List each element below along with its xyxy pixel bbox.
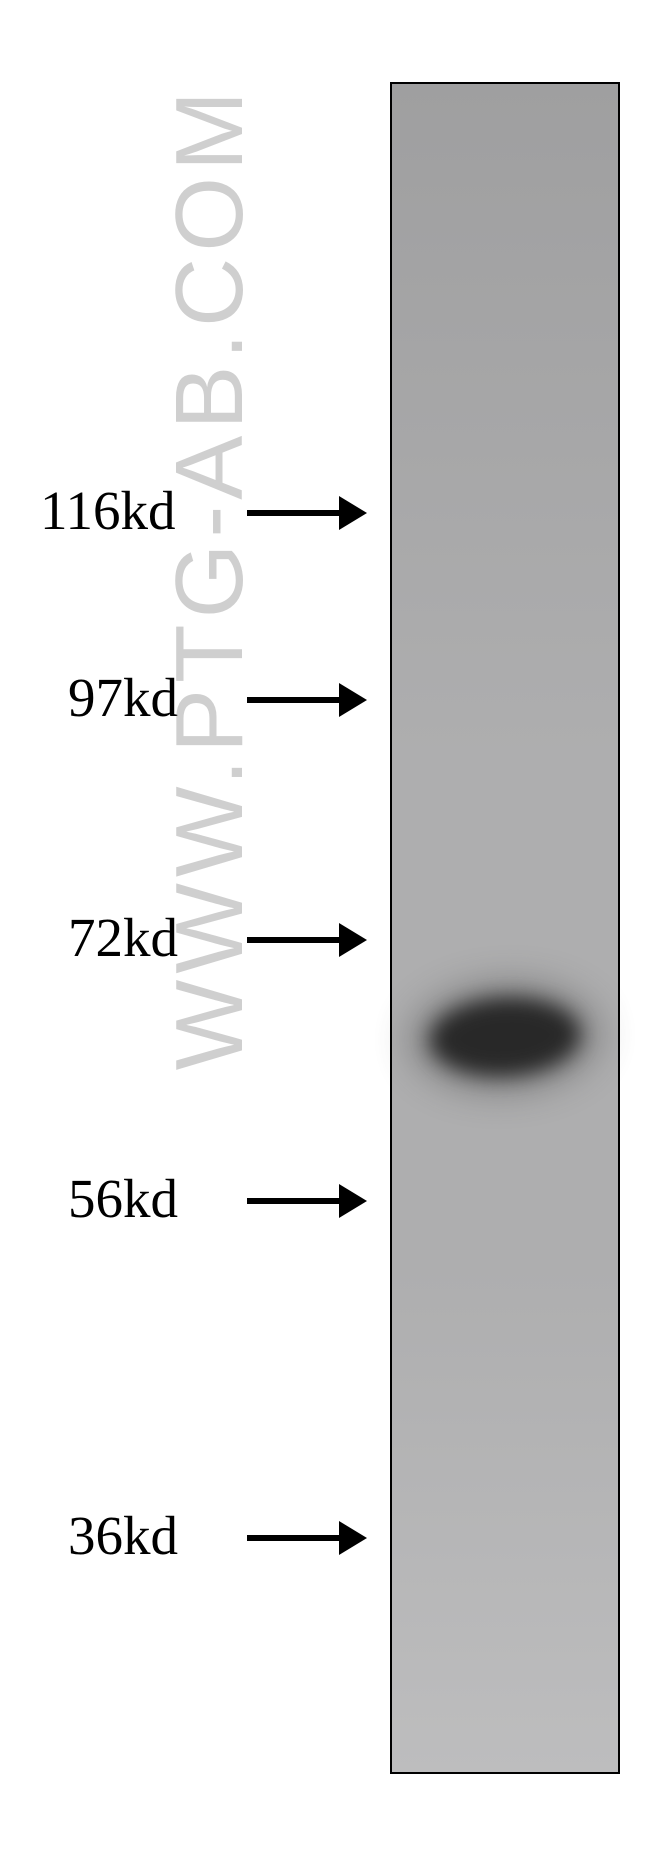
mw-marker-arrow [245,919,371,961]
gel-lane [390,82,620,1774]
mw-marker-label: 56kd [68,1167,178,1230]
mw-marker-label: 36kd [68,1504,178,1567]
mw-marker-label: 97kd [68,666,178,729]
mw-marker-arrow [245,492,371,534]
mw-marker-arrow [245,679,371,721]
mw-marker-label: 72kd [68,906,178,969]
mw-marker-arrow [245,1517,371,1559]
blot-container: 116kd97kd72kd56kd36kd WWW.PTG-AB.COM [0,0,650,1855]
mw-marker-label: 116kd [40,479,175,542]
mw-marker-arrow [245,1180,371,1222]
